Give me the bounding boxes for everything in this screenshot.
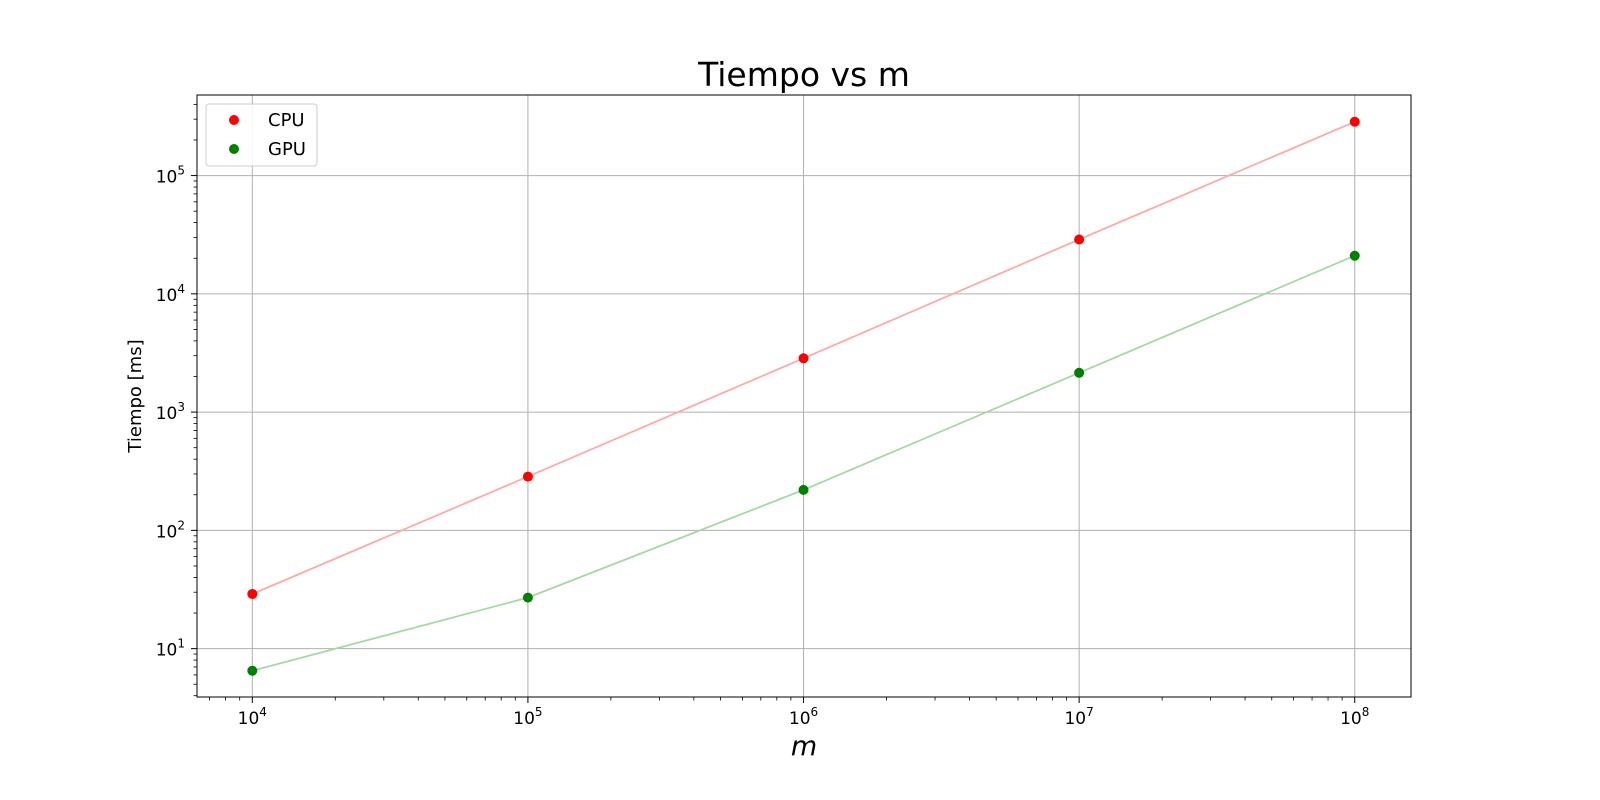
legend-marker-cpu bbox=[229, 115, 239, 125]
x-tick-label: 106 bbox=[789, 705, 818, 729]
chart-title: Tiempo vs m bbox=[697, 55, 910, 94]
cpu-point bbox=[798, 353, 809, 364]
y-tick-label: 105 bbox=[156, 164, 185, 188]
legend-marker-gpu bbox=[229, 144, 239, 154]
x-tick-label: 105 bbox=[513, 705, 542, 729]
gpu-point bbox=[247, 665, 258, 676]
cpu-point bbox=[247, 588, 258, 599]
series-markers bbox=[247, 116, 1360, 676]
y-axis-label: Tiempo [ms] bbox=[125, 339, 146, 453]
x-tick-label: 104 bbox=[238, 705, 267, 729]
y-tick-label: 103 bbox=[156, 400, 185, 424]
y-tick-label: 104 bbox=[156, 282, 185, 306]
legend: CPU GPU bbox=[205, 103, 318, 167]
major-ticks bbox=[191, 175, 1356, 703]
legend-label-cpu: CPU bbox=[268, 110, 305, 131]
x-tick-label: 107 bbox=[1064, 705, 1093, 729]
minor-ticks bbox=[193, 103, 1343, 701]
y-tick-label: 102 bbox=[156, 518, 185, 542]
legend-label-gpu: GPU bbox=[268, 139, 306, 160]
tick-labels: 104 105 106 107 108 101 102 103 104 105 bbox=[156, 164, 1370, 729]
x-tick-label: 108 bbox=[1340, 705, 1369, 729]
cpu-point bbox=[1074, 234, 1085, 245]
gpu-point bbox=[798, 484, 809, 495]
grid bbox=[197, 95, 1411, 697]
gpu-point bbox=[1074, 367, 1085, 378]
y-tick-label: 101 bbox=[156, 637, 185, 661]
cpu-point bbox=[1349, 116, 1360, 127]
cpu-point bbox=[522, 471, 533, 482]
x-axis-label: m bbox=[791, 731, 817, 762]
gpu-point bbox=[1349, 250, 1360, 261]
gpu-point bbox=[522, 592, 533, 603]
